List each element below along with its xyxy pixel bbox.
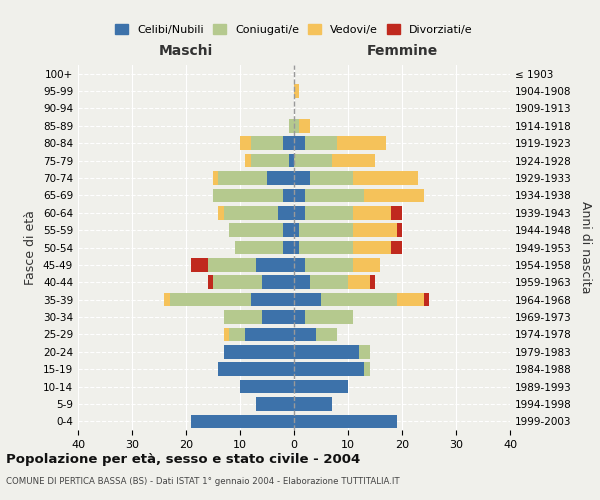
Bar [370, 276, 375, 289]
Bar [299, 224, 353, 237]
Bar [294, 240, 299, 254]
Bar [262, 276, 294, 289]
Y-axis label: Anni di nascita: Anni di nascita [580, 201, 592, 294]
Bar [224, 310, 262, 324]
Bar [305, 136, 337, 150]
Bar [424, 293, 429, 306]
Bar [218, 171, 267, 185]
Bar [305, 258, 353, 272]
Bar [391, 206, 402, 220]
Bar [283, 136, 294, 150]
Bar [164, 293, 170, 306]
Bar [235, 240, 283, 254]
Bar [294, 380, 348, 394]
Bar [337, 136, 386, 150]
Bar [191, 414, 294, 428]
Bar [294, 224, 299, 237]
Bar [251, 293, 294, 306]
Legend: Celibi/Nubili, Coniugati/e, Vedovi/e, Divorziati/e: Celibi/Nubili, Coniugati/e, Vedovi/e, Di… [111, 20, 477, 39]
Bar [397, 293, 424, 306]
Text: COMUNE DI PERTICA BASSA (BS) - Dati ISTAT 1° gennaio 2004 - Elaborazione TUTTITA: COMUNE DI PERTICA BASSA (BS) - Dati ISTA… [6, 478, 400, 486]
Bar [299, 240, 353, 254]
Bar [316, 328, 337, 341]
Bar [283, 240, 294, 254]
Bar [294, 171, 310, 185]
Bar [294, 293, 321, 306]
Bar [305, 310, 353, 324]
Bar [245, 154, 251, 168]
Bar [229, 328, 245, 341]
Bar [294, 154, 332, 168]
Bar [170, 293, 251, 306]
Bar [294, 84, 299, 98]
Bar [305, 188, 364, 202]
Bar [191, 258, 208, 272]
Bar [224, 328, 229, 341]
Bar [321, 293, 397, 306]
Bar [224, 345, 294, 358]
Bar [289, 154, 294, 168]
Bar [353, 240, 391, 254]
Bar [289, 119, 294, 132]
Bar [359, 345, 370, 358]
Bar [310, 171, 353, 185]
Bar [262, 310, 294, 324]
Bar [305, 206, 353, 220]
Bar [353, 206, 391, 220]
Bar [208, 276, 213, 289]
Bar [240, 380, 294, 394]
Bar [240, 136, 251, 150]
Bar [353, 224, 397, 237]
Text: Femmine: Femmine [367, 44, 437, 58]
Bar [294, 310, 305, 324]
Bar [213, 276, 262, 289]
Bar [251, 154, 289, 168]
Bar [294, 345, 359, 358]
Bar [267, 171, 294, 185]
Bar [251, 136, 283, 150]
Bar [218, 206, 224, 220]
Bar [294, 397, 332, 410]
Bar [391, 240, 402, 254]
Bar [283, 224, 294, 237]
Bar [208, 258, 256, 272]
Bar [397, 224, 402, 237]
Bar [213, 188, 283, 202]
Text: Popolazione per età, sesso e stato civile - 2004: Popolazione per età, sesso e stato civil… [6, 452, 360, 466]
Bar [294, 276, 310, 289]
Bar [213, 171, 218, 185]
Bar [348, 276, 370, 289]
Bar [294, 258, 305, 272]
Y-axis label: Fasce di età: Fasce di età [25, 210, 37, 285]
Bar [299, 119, 310, 132]
Bar [229, 224, 283, 237]
Bar [294, 414, 397, 428]
Bar [224, 206, 278, 220]
Bar [310, 276, 348, 289]
Bar [278, 206, 294, 220]
Bar [294, 188, 305, 202]
Bar [294, 328, 316, 341]
Bar [364, 188, 424, 202]
Bar [364, 362, 370, 376]
Text: Maschi: Maschi [159, 44, 213, 58]
Bar [218, 362, 294, 376]
Bar [353, 258, 380, 272]
Bar [353, 171, 418, 185]
Bar [294, 119, 299, 132]
Bar [256, 258, 294, 272]
Bar [256, 397, 294, 410]
Bar [245, 328, 294, 341]
Bar [283, 188, 294, 202]
Bar [294, 206, 305, 220]
Bar [294, 362, 364, 376]
Bar [332, 154, 375, 168]
Bar [294, 136, 305, 150]
